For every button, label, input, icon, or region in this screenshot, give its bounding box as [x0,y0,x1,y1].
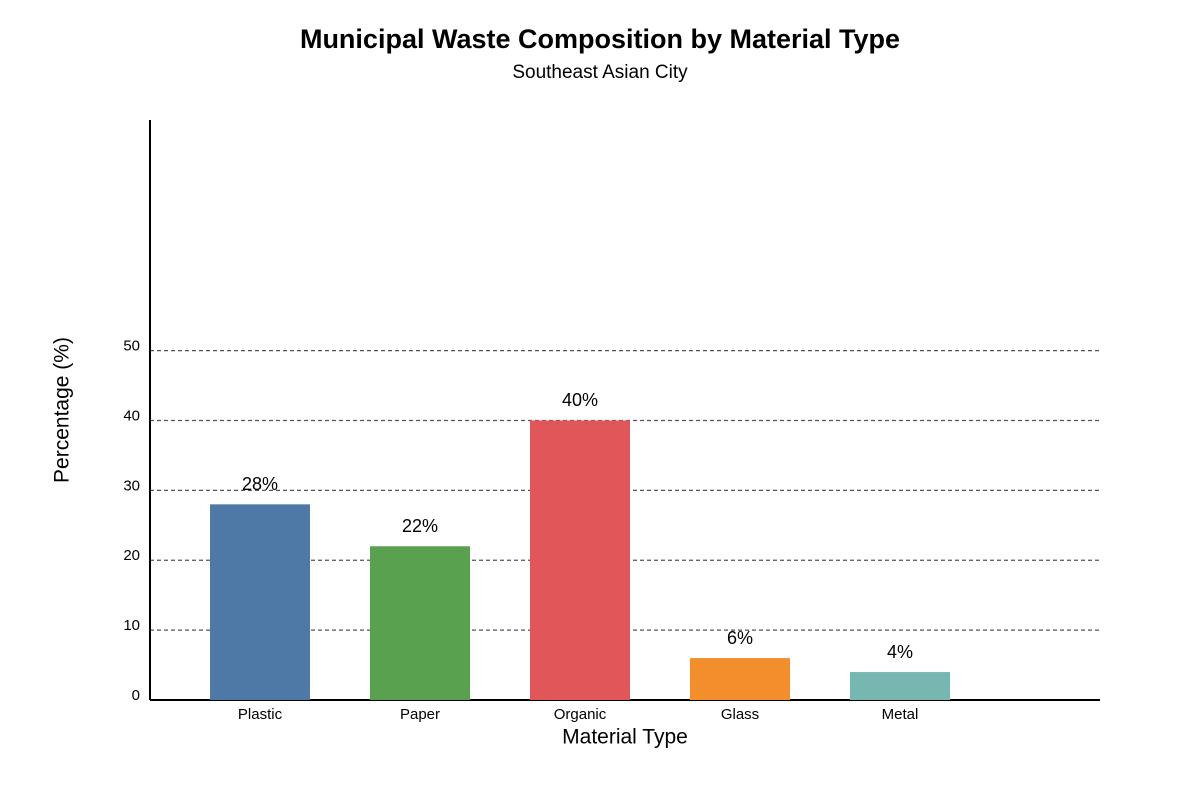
bar [690,658,790,700]
chart-subtitle: Southeast Asian City [512,62,688,83]
bar [370,546,470,700]
data-label: 40% [562,390,598,410]
data-label: 4% [887,642,913,662]
y-tick-label: 0 [132,687,140,704]
bar [530,420,630,700]
x-axis-label: Material Type [562,726,688,749]
x-tick-label: Glass [721,706,759,723]
data-label: 6% [727,628,753,648]
y-tick-label: 40 [123,407,140,424]
y-tick-label: 30 [123,477,140,494]
y-tick-label: 50 [123,338,140,355]
y-tick-label: 10 [123,617,140,634]
y-tick-label: 20 [123,547,140,564]
data-label: 28% [242,474,278,494]
x-tick-label: Metal [882,706,919,723]
chart-title: Municipal Waste Composition by Material … [300,24,900,54]
y-axis-label: Percentage (%) [51,337,74,483]
bar [210,504,310,700]
x-tick-label: Plastic [238,706,283,723]
x-tick-label: Organic [554,706,607,723]
data-label: 22% [402,516,438,536]
x-tick-label: Paper [400,706,440,723]
bar [850,672,950,700]
